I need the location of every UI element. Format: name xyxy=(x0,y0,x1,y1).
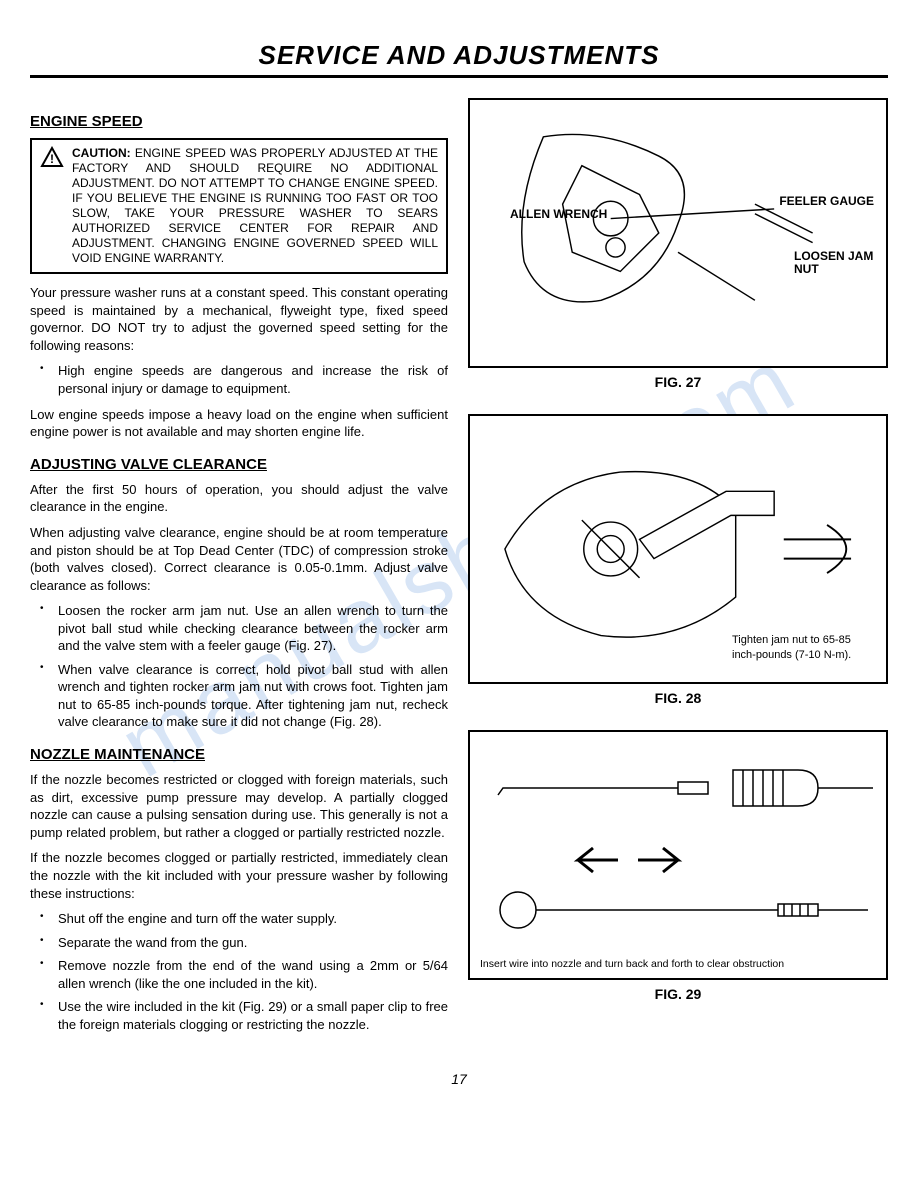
figure-29: Insert wire into nozzle and turn back an… xyxy=(468,730,888,980)
right-column: ALLEN WRENCH FEELER GAUGE LOOSEN JAM NUT… xyxy=(468,98,888,1041)
valve-para1: After the first 50 hours of operation, y… xyxy=(30,481,448,516)
caution-text: CAUTION: ENGINE SPEED WAS PROPERLY ADJUS… xyxy=(72,146,438,266)
engine-speed-para2: Low engine speeds impose a heavy load on… xyxy=(30,406,448,441)
warning-icon: ! xyxy=(40,146,64,168)
nozzle-heading: NOZZLE MAINTENANCE xyxy=(30,745,448,765)
nozzle-bullet2: Separate the wand from the gun. xyxy=(30,934,448,952)
caution-box: ! CAUTION: ENGINE SPEED WAS PROPERLY ADJ… xyxy=(30,138,448,274)
fig27-diagram xyxy=(478,108,878,358)
fig27-caption: FIG. 27 xyxy=(468,374,888,390)
fig29-caption: FIG. 29 xyxy=(468,986,888,1002)
nozzle-para2: If the nozzle becomes clogged or partial… xyxy=(30,849,448,902)
engine-speed-para1: Your pressure washer runs at a constant … xyxy=(30,284,448,354)
valve-bullet1: Loosen the rocker arm jam nut. Use an al… xyxy=(30,602,448,655)
page-title: SERVICE AND ADJUSTMENTS xyxy=(30,40,888,78)
content-area: ENGINE SPEED ! CAUTION: ENGINE SPEED WAS… xyxy=(30,98,888,1041)
figure-27: ALLEN WRENCH FEELER GAUGE LOOSEN JAM NUT xyxy=(468,98,888,368)
fig28-caption: FIG. 28 xyxy=(468,690,888,706)
nozzle-bullet1: Shut off the engine and turn off the wat… xyxy=(30,910,448,928)
nozzle-para1: If the nozzle becomes restricted or clog… xyxy=(30,771,448,841)
figure-28: Tighten jam nut to 65-85 inch-pounds (7-… xyxy=(468,414,888,684)
valve-bullet2: When valve clearance is correct, hold pi… xyxy=(30,661,448,731)
fig29-diagram xyxy=(478,740,878,970)
fig27-label-loosen: LOOSEN JAM NUT xyxy=(794,250,874,276)
page-number: 17 xyxy=(30,1071,888,1087)
engine-speed-bullet1: High engine speeds are dangerous and inc… xyxy=(30,362,448,397)
engine-speed-heading: ENGINE SPEED xyxy=(30,112,448,132)
fig29-note: Insert wire into nozzle and turn back an… xyxy=(480,958,876,972)
valve-para2: When adjusting valve clearance, engine s… xyxy=(30,524,448,594)
caution-body: ENGINE SPEED WAS PROPERLY ADJUSTED AT TH… xyxy=(72,146,438,265)
left-column: ENGINE SPEED ! CAUTION: ENGINE SPEED WAS… xyxy=(30,98,448,1041)
fig27-label-feeler: FEELER GAUGE xyxy=(779,195,874,208)
nozzle-bullet4: Use the wire included in the kit (Fig. 2… xyxy=(30,998,448,1033)
fig28-note: Tighten jam nut to 65-85 inch-pounds (7-… xyxy=(732,633,872,662)
svg-text:!: ! xyxy=(50,152,54,166)
valve-clearance-heading: ADJUSTING VALVE CLEARANCE xyxy=(30,455,448,475)
fig27-label-allen: ALLEN WRENCH xyxy=(510,208,607,221)
caution-label: CAUTION: xyxy=(72,146,131,160)
nozzle-bullet3: Remove nozzle from the end of the wand u… xyxy=(30,957,448,992)
